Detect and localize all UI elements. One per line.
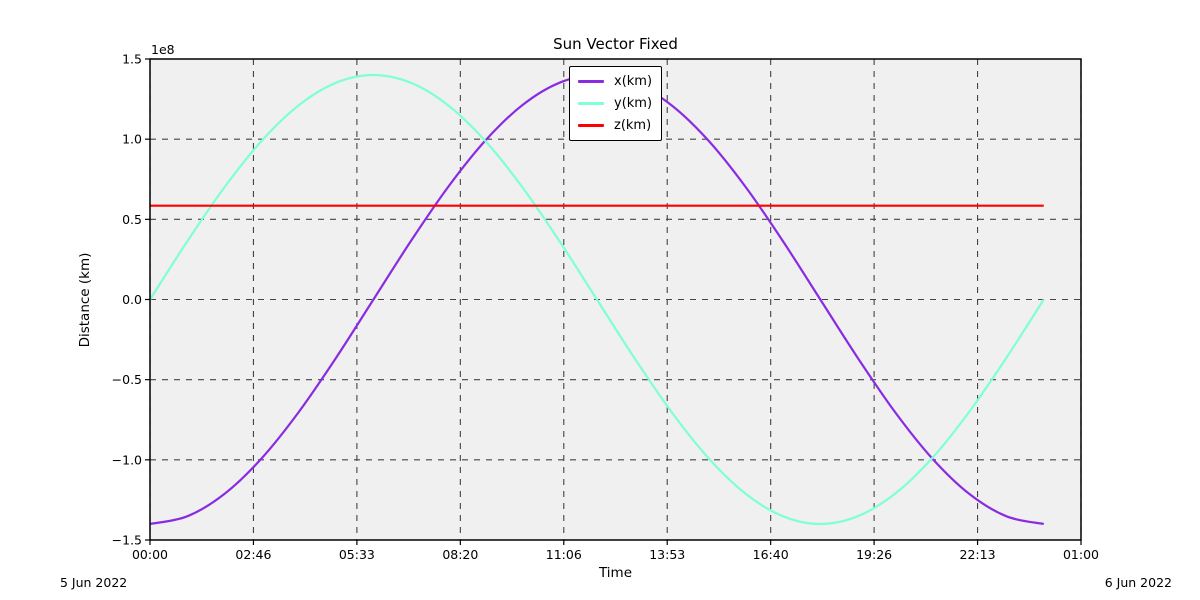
legend-line-sample-x [578, 80, 604, 83]
x-tick-label: 19:26 [856, 547, 892, 562]
x-tick-label: 02:46 [235, 547, 271, 562]
x-tick-label: 01:00 [1063, 547, 1099, 562]
legend-label-z: z(km) [614, 118, 652, 133]
legend-item-z: z(km) [578, 116, 652, 135]
end-date-label: 6 Jun 2022 [1104, 575, 1172, 590]
y-axis-offset-text: 1e8 [151, 42, 175, 57]
legend-line-sample-y [578, 102, 604, 105]
chart-title: Sun Vector Fixed [553, 35, 678, 53]
legend-item-y: y(km) [578, 94, 652, 113]
x-tick-label: 08:20 [442, 547, 478, 562]
x-tick-label: 13:53 [649, 547, 685, 562]
y-tick-label: 1.5 [122, 52, 142, 67]
y-tick-label: 1.0 [122, 132, 142, 147]
x-tick-label: 16:40 [753, 547, 789, 562]
y-tick-label: −1.0 [112, 452, 142, 467]
tick-marks [145, 58, 1082, 545]
y-tick-label: 0.5 [122, 212, 142, 227]
legend: x(km) y(km) z(km) [569, 66, 663, 141]
legend-item-x: x(km) [578, 72, 652, 91]
legend-label-y: y(km) [614, 96, 653, 111]
tick-labels: 00:00 02:46 05:33 08:20 11:06 13:53 16:40 19:26… [112, 52, 1099, 563]
series-line-y(km) [149, 73, 1045, 526]
y-tick-label: −1.5 [112, 533, 142, 548]
y-axis-label: Distance (km) [77, 252, 93, 348]
y-tick-label: 0.0 [122, 292, 142, 307]
legend-line-sample-z [578, 124, 604, 127]
x-tick-label: 22:13 [960, 547, 996, 562]
y-tick-label: −0.5 [112, 372, 142, 387]
x-axis-label: Time [598, 565, 633, 581]
x-tick-label: 05:33 [339, 547, 375, 562]
x-tick-label: 00:00 [132, 547, 168, 562]
start-date-label: 5 Jun 2022 [60, 575, 128, 590]
x-tick-label: 11:06 [546, 547, 582, 562]
legend-label-x: x(km) [614, 74, 653, 89]
